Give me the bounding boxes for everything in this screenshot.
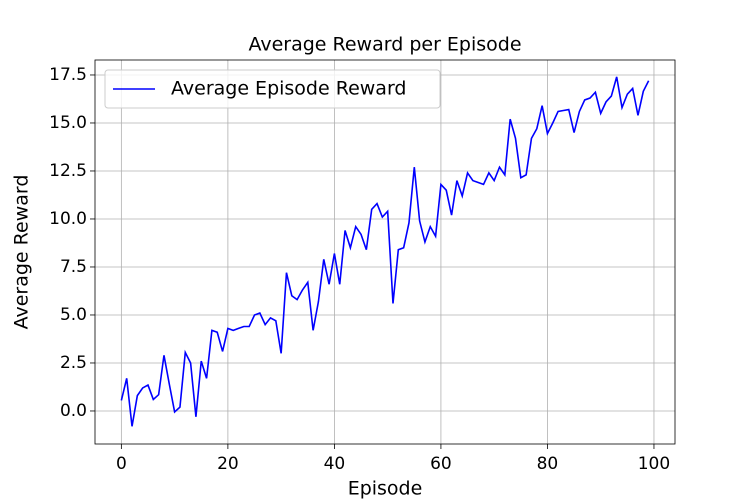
y-tick-label: 7.5: [60, 257, 87, 277]
x-tick-label: 0: [116, 454, 127, 474]
x-tick-label: 60: [430, 454, 452, 474]
legend-box: [104, 69, 441, 109]
y-tick-label: 5.0: [60, 305, 87, 325]
x-axis-label: Episode: [348, 478, 423, 500]
y-tick-label: 12.5: [49, 161, 87, 181]
x-tick-label: 100: [638, 454, 670, 474]
y-tick-label: 0.0: [60, 401, 87, 421]
plot-frame: [94, 59, 676, 445]
y-tick-label: 10.0: [49, 209, 87, 229]
y-tick-label: 2.5: [60, 353, 87, 373]
x-tick-label: 40: [324, 454, 346, 474]
data-line: [120, 76, 650, 427]
legend: Average Episode Reward: [104, 69, 441, 109]
chart-title: Average Reward per Episode: [248, 34, 521, 56]
y-tick-label: 17.5: [49, 65, 87, 85]
y-axis-label: Average Reward: [11, 175, 33, 330]
y-tick-label: 15.0: [49, 113, 87, 133]
x-tick-label: 20: [217, 454, 239, 474]
x-tick-label: 80: [537, 454, 559, 474]
legend-label: Average Episode Reward: [171, 78, 406, 100]
